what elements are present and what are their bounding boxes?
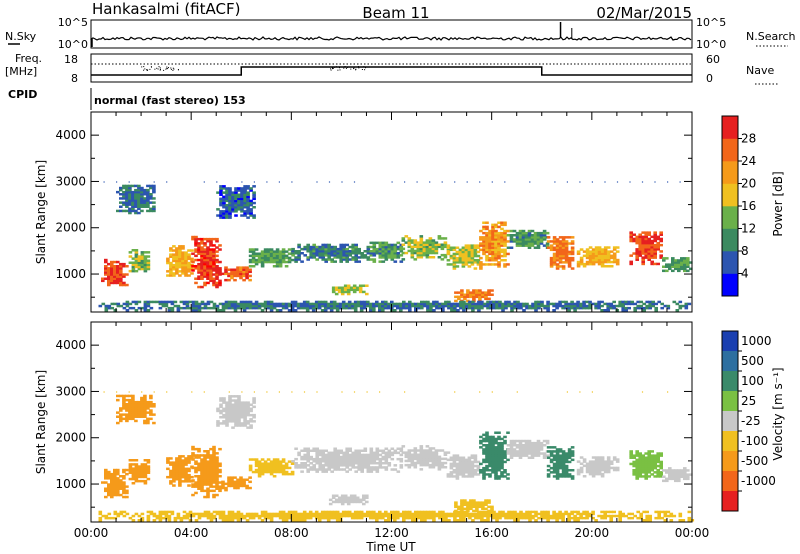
colorbar-tick-label: 24 (741, 154, 756, 168)
time-tick-label: 08:00 (274, 526, 309, 540)
time-tick-labels: 00:00 04:00 08:00 12:00 16:00 20:00 00:00 (74, 526, 710, 540)
range-tick-label: 1000 (55, 477, 86, 491)
velocity-heatmap (98, 391, 695, 522)
nsky-label: N.Sky (5, 30, 37, 43)
power-yticks: 1000 2000 3000 4000 (55, 128, 692, 298)
time-tick-label: 00:00 (675, 526, 710, 540)
power-colorbar: 4 8 12 16 20 24 28 (721, 115, 756, 297)
nave-tick-top: 60 (706, 53, 720, 66)
freq-panel-frame (90, 53, 693, 83)
nsky-trace (90, 22, 692, 47)
freq-label-2: [MHz] (5, 65, 37, 78)
freq-trace (91, 63, 692, 76)
power-panel-frame (90, 111, 693, 313)
time-tick-label: 12:00 (374, 526, 409, 540)
time-axis-label: Time UT (365, 540, 416, 554)
time-tick-label: 00:00 (74, 526, 109, 540)
range-tick-label: 3000 (55, 174, 86, 188)
colorbar-tick-label: 12 (741, 222, 756, 236)
time-tick-label: 04:00 (174, 526, 209, 540)
nsearch-label: N.Search (746, 30, 796, 43)
freq-tick-bottom: 8 (71, 72, 78, 85)
freq-label-1: Freq. (15, 52, 42, 65)
velocity-ylabel: Slant Range [km] (34, 370, 48, 474)
nave-tick-bottom: 0 (706, 72, 713, 85)
colorbar-tick-label: -500 (741, 454, 768, 468)
date-title: 02/Mar/2015 (596, 4, 692, 22)
velocity-colorbar: 1000 500 100 25 -25 -100 -500 -1000 (721, 330, 776, 512)
freq-tick-top: 18 (64, 53, 78, 66)
nsearch-tick-top: 10^5 (696, 16, 726, 29)
colorbar-tick-label: 25 (741, 394, 756, 408)
nsky-tick-bottom: 10^0 (58, 38, 88, 51)
cpid-value: normal (fast stereo) 153 (94, 94, 246, 107)
colorbar-tick-label: 500 (741, 354, 764, 368)
colorbar-tick-label: -1000 (741, 474, 776, 488)
power-ylabel: Slant Range [km] (34, 160, 48, 264)
range-tick-label: 2000 (55, 221, 86, 235)
time-tick-label: 20:00 (575, 526, 610, 540)
velocity-panel-frame (90, 321, 693, 523)
time-tick-label: 16:00 (474, 526, 509, 540)
range-tick-label: 3000 (55, 384, 86, 398)
colorbar-tick-label: 20 (741, 177, 756, 191)
power-xticks (90, 112, 693, 312)
nsky-tick-top: 10^5 (58, 16, 88, 29)
range-tick-label: 1000 (55, 267, 86, 281)
colorbar-tick-label: 8 (741, 244, 749, 258)
cpid-label: CPID (8, 88, 37, 101)
colorbar-tick-label: 1000 (741, 334, 772, 348)
station-title: Hankasalmi (fitACF) (92, 0, 240, 18)
nsky-panel-frame (90, 19, 693, 49)
colorbar-tick-label: 100 (741, 374, 764, 388)
colorbar-tick-label: -25 (741, 414, 761, 428)
colorbar-tick-label: 28 (741, 132, 756, 146)
nsearch-tick-bottom: 10^0 (696, 38, 726, 51)
colorbar-tick-label: -100 (741, 434, 768, 448)
colorbar-tick-label: 16 (741, 199, 756, 213)
velocity-yticks: 1000 2000 3000 4000 (55, 338, 692, 508)
colorbar-tick-label: 4 (741, 267, 749, 281)
range-tick-label: 4000 (55, 128, 86, 142)
nave-label: Nave (746, 64, 774, 77)
range-tick-label: 2000 (55, 431, 86, 445)
velocity-colorbar-label: Velocity [m s⁻¹] (771, 367, 785, 460)
range-tick-label: 4000 (55, 338, 86, 352)
power-colorbar-label: Power [dB] (771, 171, 785, 236)
velocity-xticks (90, 322, 693, 522)
beam-title: Beam 11 (362, 4, 429, 22)
power-heatmap (98, 181, 693, 312)
